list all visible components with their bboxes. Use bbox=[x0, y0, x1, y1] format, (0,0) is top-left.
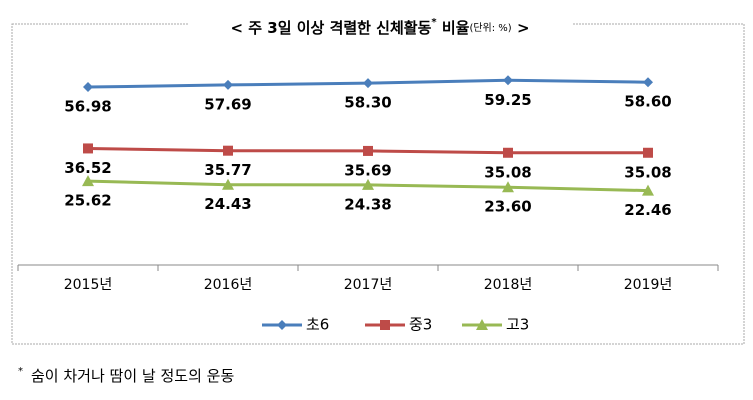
title-main: < 주 3일 이상 격렬한 신체활동 bbox=[230, 19, 431, 37]
legend-label: 초6 bbox=[306, 316, 329, 334]
title-mark: * bbox=[431, 17, 437, 28]
marker bbox=[363, 78, 373, 89]
marker bbox=[503, 147, 513, 158]
marker bbox=[643, 77, 653, 88]
value-label: 58.60 bbox=[624, 93, 671, 111]
x-tick-label: 2017년 bbox=[344, 277, 393, 293]
marker bbox=[82, 175, 94, 187]
value-label: 22.46 bbox=[624, 201, 671, 219]
footnote-mark: * bbox=[18, 366, 23, 377]
marker bbox=[380, 320, 390, 330]
title-box bbox=[188, 14, 572, 40]
value-label: 35.08 bbox=[484, 163, 531, 181]
footnote-text: 숨이 차거나 땀이 날 정도의 운동 bbox=[31, 367, 234, 385]
x-tick-label: 2016년 bbox=[204, 277, 253, 293]
chart-title: < 주 3일 이상 격렬한 신체활동* 비율(단위: %) > bbox=[230, 17, 529, 37]
x-tick-label: 2019년 bbox=[624, 277, 673, 293]
marker bbox=[363, 145, 373, 156]
marker bbox=[476, 319, 488, 330]
marker bbox=[223, 145, 233, 156]
marker bbox=[223, 79, 233, 90]
value-label: 35.77 bbox=[204, 161, 251, 179]
x-tick-label: 2018년 bbox=[484, 277, 533, 293]
footnote: * 숨이 차거나 땀이 날 정도의 운동 bbox=[18, 366, 234, 385]
marker bbox=[642, 184, 654, 196]
marker bbox=[277, 320, 287, 330]
title-rest: 비율 bbox=[437, 19, 470, 37]
marker bbox=[503, 75, 513, 86]
legend-label: 고3 bbox=[506, 316, 529, 334]
marker bbox=[643, 147, 653, 158]
x-tick-label: 2015년 bbox=[64, 277, 113, 293]
unit: (단위: %) bbox=[469, 21, 511, 34]
value-label: 24.38 bbox=[344, 195, 391, 213]
value-label: 59.25 bbox=[484, 91, 531, 109]
marker bbox=[83, 82, 93, 93]
marker bbox=[83, 143, 93, 154]
value-label: 36.52 bbox=[64, 159, 111, 177]
value-label: 56.98 bbox=[64, 98, 111, 116]
marker bbox=[222, 178, 234, 190]
value-label: 24.43 bbox=[204, 195, 251, 213]
value-label: 25.62 bbox=[64, 192, 111, 210]
title-end: > bbox=[512, 19, 530, 37]
legend-label: 중3 bbox=[409, 316, 432, 334]
value-label: 23.60 bbox=[484, 198, 531, 216]
value-label: 58.30 bbox=[344, 94, 391, 112]
value-label: 35.69 bbox=[344, 161, 391, 179]
value-label: 57.69 bbox=[204, 95, 251, 113]
marker bbox=[362, 178, 374, 190]
value-label: 35.08 bbox=[624, 163, 671, 181]
marker bbox=[502, 181, 514, 193]
